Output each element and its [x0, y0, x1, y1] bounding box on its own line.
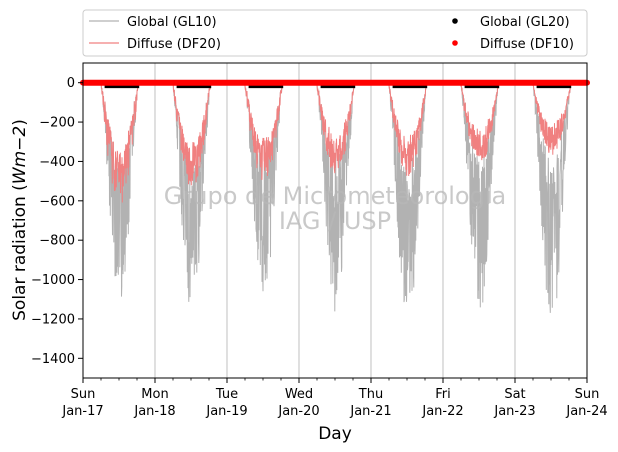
x-tick-date: Jan-19 [205, 404, 247, 419]
y-tick-label: −800 [39, 234, 75, 249]
y-tick-label: −1400 [31, 352, 75, 367]
grid-lines [154, 63, 516, 378]
x-axis: Sun Jan-17 Mon Jan-18 Tue Jan-19 Wed Jan-20 Thu J… [61, 378, 608, 419]
x-axis-title: Day [318, 424, 352, 444]
x-tick-date: Jan-20 [277, 404, 319, 419]
x-tick-date: Jan-18 [133, 404, 175, 419]
legend-box [82, 9, 588, 57]
y-tick-label: 0 [67, 76, 75, 91]
y-axis: 0 −200 −400 −600 −800 −1000 −1200 −1400 [31, 76, 83, 367]
y-tick-label: −1000 [31, 273, 75, 288]
x-tick-weekday: Tue [215, 387, 238, 402]
x-tick-weekday: Sat [504, 387, 525, 402]
y-tick-label: −600 [39, 194, 75, 209]
x-tick-weekday: Sun [575, 387, 600, 402]
legend-label-df10: Diffuse (DF10) [480, 37, 574, 52]
x-tick-weekday: Fri [435, 387, 451, 402]
x-tick-date: Jan-17 [61, 404, 103, 419]
x-tick-weekday: Wed [285, 387, 313, 402]
y-axis-title-close: ) [10, 119, 30, 126]
legend-marker-gl20 [452, 18, 458, 24]
x-tick-weekday: Sun [71, 387, 96, 402]
y-tick-label: −200 [39, 116, 75, 131]
x-tick-date: Jan-23 [493, 404, 535, 419]
x-tick-date: Jan-22 [421, 404, 463, 419]
y-tick-label: −1200 [31, 312, 75, 327]
x-tick-weekday: Mon [141, 387, 168, 402]
x-tick-date: Jan-24 [565, 404, 607, 419]
y-axis-title-units: Wm−2 [10, 126, 30, 184]
x-tick-date: Jan-21 [349, 404, 391, 419]
plot-area [80, 63, 590, 378]
y-axis-title-quantity: Solar radiation ( [10, 184, 30, 321]
watermark-line-2: IAG / USP [279, 207, 391, 235]
legend-label-gl10: Global (GL10) [127, 15, 217, 30]
legend-marker-df10 [452, 40, 458, 46]
y-tick-label: −400 [39, 155, 75, 170]
legend-label-gl20: Global (GL20) [480, 15, 570, 30]
watermark-line-1: Grupo de Micrometeorologia [164, 182, 506, 210]
y-axis-title: Solar radiation (Wm−2) [10, 119, 30, 321]
legend-label-df20: Diffuse (DF20) [127, 37, 221, 52]
x-tick-weekday: Thu [358, 387, 383, 402]
legend: Global (GL10) Diffuse (DF20) Global (GL2… [82, 9, 588, 57]
